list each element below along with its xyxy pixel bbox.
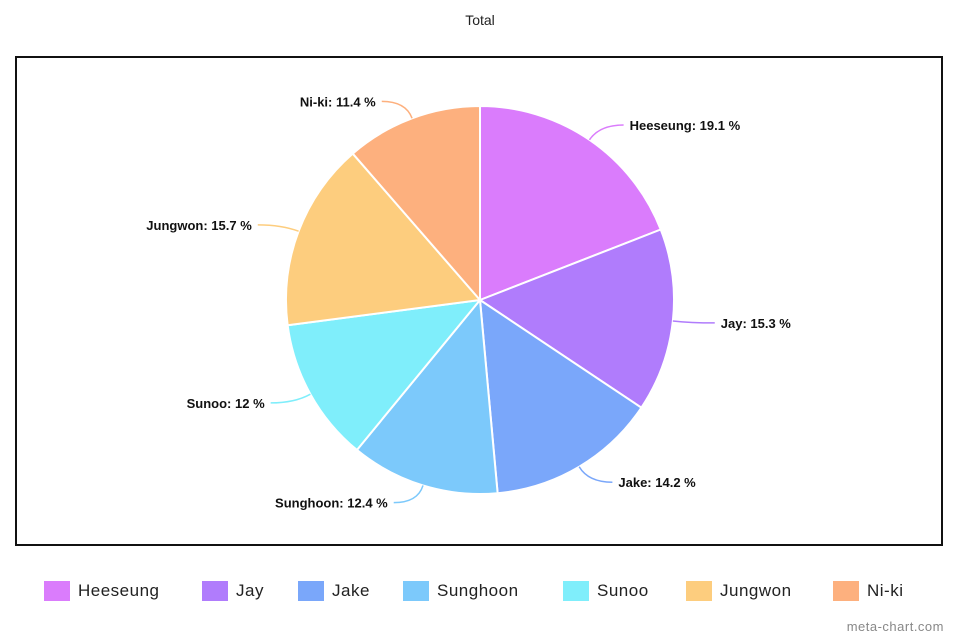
legend-item-jay[interactable]: Jay <box>202 576 264 606</box>
legend-label: Heeseung <box>78 581 160 600</box>
legend-swatch <box>202 581 228 601</box>
legend-label: Sunghoon <box>437 581 519 600</box>
legend-item-jake[interactable]: Jake <box>298 576 370 606</box>
leader-line-jungwon <box>257 224 299 232</box>
plot-frame <box>15 56 943 546</box>
legend-swatch <box>563 581 589 601</box>
slice-label-jungwon: Jungwon: 15.7 % <box>146 218 252 233</box>
leader-line-jake <box>578 466 613 483</box>
leader-line-heeseung <box>588 124 624 141</box>
slice-label-jay: Jay: 15.3 % <box>721 316 792 331</box>
slice-label-jake: Jake: 14.2 % <box>618 475 696 490</box>
legend-item-sunghoon[interactable]: Sunghoon <box>403 576 519 606</box>
legend-swatch <box>833 581 859 601</box>
leader-line-jay <box>672 320 715 324</box>
slice-labels: Heeseung: 19.1 % Jay: 15.3 % Jake: 14.2 % S… <box>146 94 791 510</box>
leader-line-sunghoon <box>393 485 424 504</box>
slice-label-heeseung: Heeseung: 19.1 % <box>630 118 741 133</box>
pie-slice-sunoo[interactable] <box>286 298 483 452</box>
watermark: meta-chart.com <box>846 619 944 634</box>
legend-item-heeseung[interactable]: Heeseung <box>44 576 160 606</box>
slice-label-sunghoon: Sunghoon: 12.4 % <box>275 496 388 511</box>
legend-swatch <box>403 581 429 601</box>
pie-slice-jake[interactable] <box>478 298 643 495</box>
pie-slice-sunghoon[interactable] <box>355 297 499 495</box>
legend-label: Ni-ki <box>867 581 904 600</box>
leader-lines <box>257 100 715 504</box>
pie-slice-jungwon[interactable] <box>285 152 482 327</box>
slice-label-sunoo: Sunoo: 12 % <box>187 396 265 411</box>
legend-swatch <box>298 581 324 601</box>
pie-slices <box>285 104 675 495</box>
legend-item-jungwon[interactable]: Jungwon <box>686 576 792 606</box>
legend-swatch <box>44 581 70 601</box>
legend-label: Jungwon <box>720 581 792 600</box>
pie-slice-jay[interactable] <box>477 228 675 410</box>
pie-slice-heeseung[interactable] <box>479 104 663 302</box>
legend-item-sunoo[interactable]: Sunoo <box>563 576 649 606</box>
leader-line-ni-ki <box>381 100 413 119</box>
legend-label: Jay <box>236 581 264 600</box>
leader-line-sunoo <box>270 393 311 404</box>
legend: Heeseung Jay Jake Sunghoon Sunoo Jungwon Ni-ki <box>0 576 960 606</box>
legend-swatch <box>686 581 712 601</box>
slice-label-ni-ki: Ni-ki: 11.4 % <box>300 94 376 109</box>
legend-item-ni-ki[interactable]: Ni-ki <box>833 576 904 606</box>
legend-label: Jake <box>332 581 370 600</box>
chart-title: Total <box>465 12 495 28</box>
legend-label: Sunoo <box>597 581 649 600</box>
